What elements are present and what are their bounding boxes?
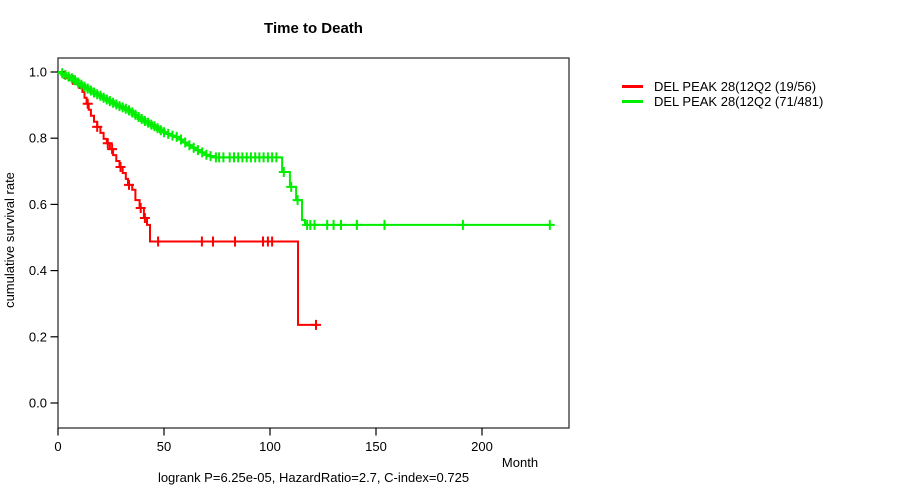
legend-item-group2: DEL PEAK 28(12Q2 (71/481) xyxy=(622,94,823,109)
legend-item-group1: DEL PEAK 28(12Q2 (19/56) xyxy=(622,79,823,94)
svg-text:0.8: 0.8 xyxy=(29,131,47,146)
legend-label-group1: DEL PEAK 28(12Q2 (19/56) xyxy=(654,79,817,94)
svg-text:0.6: 0.6 xyxy=(29,197,47,212)
logrank-annotation: logrank P=6.25e-05, HazardRatio=2.7, C-i… xyxy=(157,470,470,485)
svg-text:50: 50 xyxy=(157,439,171,454)
svg-text:0.4: 0.4 xyxy=(29,263,47,278)
svg-text:150: 150 xyxy=(365,439,387,454)
y-axis-label: cumulative survival rate xyxy=(2,172,17,308)
legend-label-group2: DEL PEAK 28(12Q2 (71/481) xyxy=(654,94,824,109)
svg-text:0: 0 xyxy=(54,439,61,454)
svg-text:0.0: 0.0 xyxy=(29,396,47,411)
svg-text:0.2: 0.2 xyxy=(29,329,47,344)
legend: DEL PEAK 28(12Q2 (19/56) DEL PEAK 28(12Q… xyxy=(622,79,823,109)
svg-text:100: 100 xyxy=(259,439,281,454)
svg-text:1.0: 1.0 xyxy=(29,65,47,80)
x-axis-label: Month xyxy=(501,455,539,470)
chart-title: Time to Death xyxy=(264,20,363,37)
svg-text:200: 200 xyxy=(471,439,493,454)
legend-line-swatch-red xyxy=(622,85,643,88)
legend-line-swatch-green xyxy=(622,100,643,103)
